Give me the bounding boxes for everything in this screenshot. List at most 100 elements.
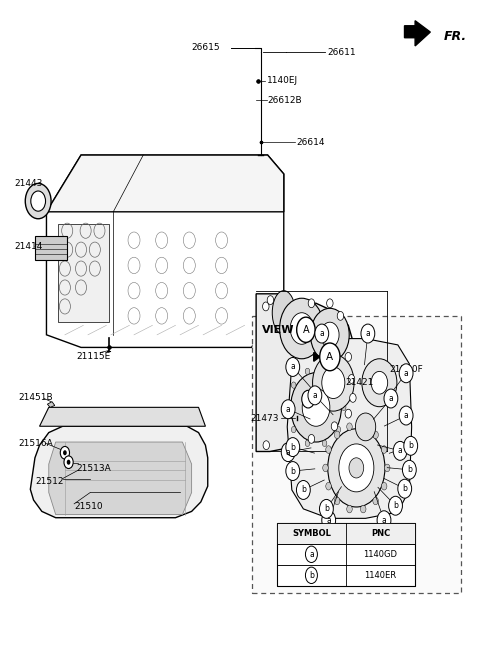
- Circle shape: [336, 426, 341, 433]
- Circle shape: [25, 183, 51, 219]
- Circle shape: [339, 444, 374, 492]
- Circle shape: [362, 359, 397, 407]
- Text: b: b: [408, 442, 413, 450]
- Text: a: a: [312, 391, 317, 400]
- Circle shape: [326, 299, 333, 307]
- Polygon shape: [30, 426, 208, 518]
- Polygon shape: [314, 352, 320, 361]
- Text: 21350F: 21350F: [390, 365, 423, 374]
- Bar: [277, 565, 415, 586]
- Circle shape: [377, 510, 391, 530]
- Polygon shape: [48, 401, 55, 407]
- Polygon shape: [49, 442, 192, 514]
- Circle shape: [326, 482, 331, 490]
- Text: 21451B: 21451B: [19, 394, 53, 402]
- Circle shape: [328, 429, 385, 507]
- Text: a: a: [326, 516, 331, 525]
- Circle shape: [322, 367, 345, 399]
- Polygon shape: [47, 155, 284, 212]
- Text: 1140GD: 1140GD: [363, 550, 397, 559]
- Text: b: b: [407, 465, 412, 474]
- Circle shape: [263, 302, 269, 311]
- Text: 1140ER: 1140ER: [364, 571, 396, 580]
- Circle shape: [373, 431, 378, 439]
- Polygon shape: [47, 155, 284, 348]
- Circle shape: [302, 390, 315, 408]
- Text: 26611: 26611: [327, 48, 356, 57]
- Circle shape: [360, 423, 366, 430]
- Circle shape: [347, 505, 352, 513]
- Text: b: b: [324, 505, 329, 513]
- Text: PNC: PNC: [371, 529, 390, 538]
- Circle shape: [60, 447, 70, 459]
- Circle shape: [286, 404, 291, 411]
- Text: a: a: [388, 394, 393, 403]
- Circle shape: [302, 388, 330, 426]
- Circle shape: [382, 482, 387, 490]
- Polygon shape: [58, 225, 108, 322]
- Bar: [277, 544, 415, 565]
- Text: b: b: [309, 571, 314, 580]
- Circle shape: [398, 479, 412, 498]
- Circle shape: [384, 389, 398, 408]
- Text: b: b: [290, 466, 295, 476]
- Circle shape: [404, 436, 418, 455]
- Circle shape: [64, 456, 73, 468]
- Circle shape: [263, 441, 269, 449]
- Polygon shape: [405, 21, 430, 46]
- Bar: [277, 523, 415, 544]
- Circle shape: [291, 373, 341, 442]
- Bar: [35, 237, 67, 260]
- Circle shape: [345, 352, 351, 361]
- Text: a: a: [404, 411, 408, 420]
- Circle shape: [286, 438, 300, 457]
- Circle shape: [305, 440, 310, 447]
- Circle shape: [290, 313, 313, 344]
- Circle shape: [336, 382, 341, 388]
- Circle shape: [67, 460, 71, 464]
- Text: a: a: [286, 405, 290, 414]
- Text: 26612B: 26612B: [268, 96, 302, 104]
- Text: b: b: [402, 484, 407, 493]
- Circle shape: [341, 404, 346, 411]
- Text: 1140EJ: 1140EJ: [267, 76, 298, 85]
- Circle shape: [315, 324, 329, 343]
- Circle shape: [286, 357, 300, 376]
- Polygon shape: [39, 407, 205, 426]
- Circle shape: [291, 382, 296, 388]
- Text: 26614: 26614: [296, 138, 324, 147]
- Bar: [277, 523, 415, 586]
- Text: 21516A: 21516A: [19, 439, 54, 448]
- Text: 21512: 21512: [35, 477, 63, 486]
- Circle shape: [402, 461, 416, 479]
- Circle shape: [63, 450, 67, 455]
- Circle shape: [382, 445, 387, 453]
- Circle shape: [305, 546, 317, 562]
- Circle shape: [349, 458, 364, 478]
- Circle shape: [335, 497, 340, 505]
- Circle shape: [311, 308, 349, 361]
- Circle shape: [331, 422, 338, 431]
- Polygon shape: [256, 294, 353, 451]
- Text: 21443: 21443: [14, 179, 43, 188]
- Circle shape: [355, 413, 376, 441]
- Circle shape: [320, 343, 340, 371]
- Text: a: a: [286, 447, 290, 457]
- Circle shape: [323, 464, 328, 472]
- Text: b: b: [290, 443, 295, 451]
- Circle shape: [360, 505, 366, 513]
- Text: a: a: [382, 516, 386, 525]
- Text: a: a: [365, 329, 370, 338]
- Circle shape: [347, 423, 352, 430]
- Circle shape: [371, 371, 388, 394]
- Circle shape: [399, 364, 413, 383]
- Circle shape: [361, 324, 375, 343]
- Text: a: a: [319, 329, 324, 338]
- Text: A: A: [326, 352, 334, 362]
- Text: 21513A: 21513A: [76, 464, 111, 473]
- Text: a: a: [309, 550, 314, 559]
- Circle shape: [305, 368, 310, 374]
- Circle shape: [281, 443, 295, 462]
- Circle shape: [305, 567, 317, 583]
- Circle shape: [326, 445, 331, 453]
